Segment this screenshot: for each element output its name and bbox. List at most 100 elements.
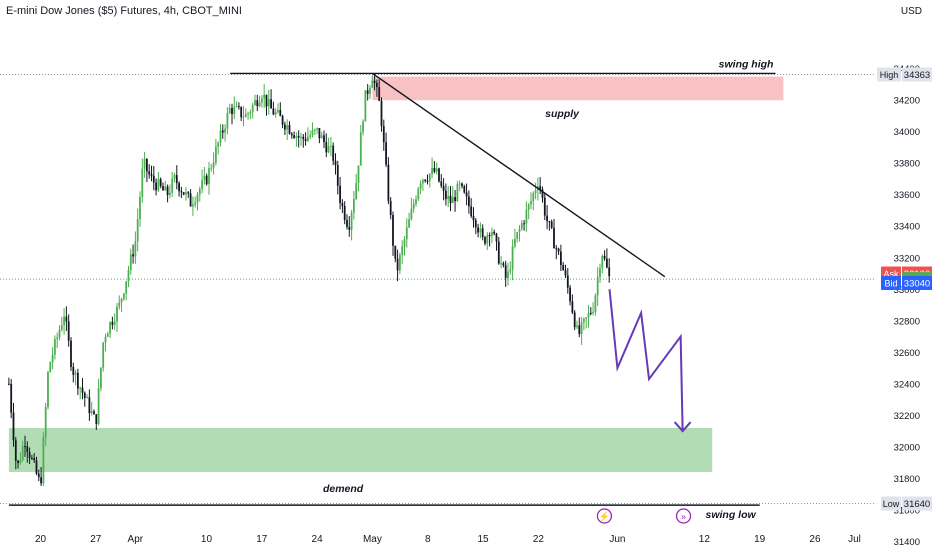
candle xyxy=(527,202,530,220)
candle xyxy=(435,162,438,175)
candle-body xyxy=(587,312,590,318)
candle xyxy=(532,191,535,211)
candle-body xyxy=(380,100,383,127)
candle xyxy=(175,165,178,190)
candle-body xyxy=(320,135,323,139)
candle xyxy=(270,89,272,109)
candle-body xyxy=(19,459,22,464)
candle xyxy=(516,231,519,243)
candle xyxy=(589,307,592,316)
x-tick-label: Jun xyxy=(609,534,625,545)
candle xyxy=(352,191,355,220)
candle-body xyxy=(419,183,422,189)
candle-body xyxy=(398,254,401,271)
candle-body xyxy=(527,204,530,210)
candle xyxy=(573,310,576,331)
candle-body xyxy=(152,175,155,183)
candle xyxy=(28,447,31,465)
candle-body xyxy=(539,186,542,190)
candle xyxy=(309,130,312,140)
candle-body xyxy=(88,397,91,414)
candle-body xyxy=(339,185,341,203)
candle-body xyxy=(295,135,298,138)
candle-body xyxy=(569,287,571,302)
candle-body xyxy=(488,235,491,237)
candle xyxy=(65,306,68,331)
x-tick-label: 20 xyxy=(35,534,47,545)
forward-event-icon: » xyxy=(675,508,692,524)
candle-body xyxy=(355,183,358,200)
candle-body xyxy=(233,106,236,115)
candle xyxy=(463,184,466,194)
ask-tag-label: Ask xyxy=(883,269,899,279)
candle xyxy=(72,362,75,383)
candle xyxy=(318,128,321,144)
candle-body xyxy=(42,437,45,484)
candle-body xyxy=(481,228,484,238)
candle xyxy=(479,222,482,239)
candle-body xyxy=(145,158,148,172)
time-axis: 20 27 Apr 10 17 24 May 8 15 22 Jun 12 19 26 Jul xyxy=(35,534,861,545)
projection-path xyxy=(608,289,684,432)
candle xyxy=(523,220,525,231)
candle xyxy=(231,103,233,125)
y-tick-label: 32000 xyxy=(894,442,920,453)
candle-body xyxy=(237,106,240,108)
candle-body xyxy=(378,87,381,101)
high-tag-value: 34363 xyxy=(904,70,930,81)
candle-body xyxy=(134,241,137,257)
candle xyxy=(481,224,484,241)
candle-body xyxy=(196,194,199,203)
candle xyxy=(465,183,468,206)
candle xyxy=(249,109,252,120)
candle xyxy=(205,173,208,186)
candle-body xyxy=(504,265,507,278)
high-tag-label-bg xyxy=(877,67,901,82)
candle-body xyxy=(546,215,548,222)
candle-body xyxy=(203,175,206,181)
candle xyxy=(300,132,302,146)
candle xyxy=(447,185,450,208)
candle xyxy=(265,94,268,116)
candle-body xyxy=(159,179,162,186)
candle xyxy=(191,196,194,216)
candle-body xyxy=(109,322,111,334)
candle-body xyxy=(168,192,171,196)
candle-body xyxy=(589,312,592,314)
candle xyxy=(569,284,571,306)
candle xyxy=(164,180,167,191)
candle-body xyxy=(396,258,399,271)
candle xyxy=(500,256,502,269)
candle-body xyxy=(24,446,26,448)
candle-body xyxy=(106,333,109,337)
candle xyxy=(548,220,551,231)
candle-body xyxy=(194,202,197,205)
candle-body xyxy=(95,414,98,424)
candle-body xyxy=(281,116,284,125)
candle-body xyxy=(352,199,355,213)
candle-body xyxy=(198,189,201,195)
candle xyxy=(380,97,383,132)
candle xyxy=(323,130,325,149)
bid-tag-label: Bid xyxy=(884,278,897,288)
candle-body xyxy=(509,269,512,272)
candle xyxy=(502,261,505,268)
candle xyxy=(582,317,585,331)
candle-body xyxy=(582,318,585,323)
candle-body xyxy=(511,246,514,270)
candle xyxy=(306,127,309,143)
candle xyxy=(433,161,436,174)
candle-body xyxy=(182,192,185,195)
candle xyxy=(93,409,95,415)
candle xyxy=(198,186,201,202)
candle xyxy=(279,102,282,117)
candle-body xyxy=(394,245,397,259)
candle-body xyxy=(76,372,79,389)
y-tick-label: 33800 xyxy=(894,159,920,170)
candle xyxy=(113,313,116,330)
candle-body xyxy=(47,372,49,408)
candle-body xyxy=(231,107,233,115)
candle xyxy=(332,142,335,166)
